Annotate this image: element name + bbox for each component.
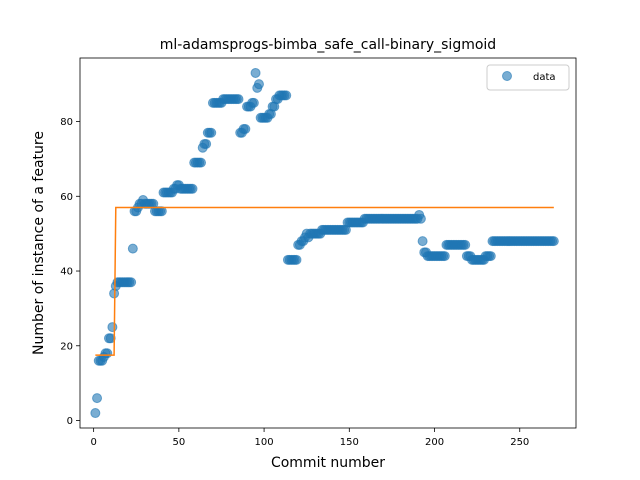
fit-line [95, 206, 554, 356]
data-point [460, 239, 471, 250]
data-point [291, 254, 302, 265]
plot-area [79, 57, 577, 429]
legend-label-data: data [533, 72, 556, 83]
data-point [92, 393, 103, 404]
data-point [127, 243, 138, 254]
y-tick-label: 0 [67, 416, 73, 427]
x-tick-label: 0 [90, 437, 96, 448]
x-tick-label: 150 [340, 437, 359, 448]
data-point [102, 348, 113, 359]
data-point [548, 236, 559, 247]
legend-marker-data [502, 71, 512, 81]
y-tick-label: 20 [60, 341, 73, 352]
x-tick-label: 50 [172, 437, 185, 448]
data-point [417, 236, 428, 247]
data-point [187, 183, 198, 194]
data-point [105, 333, 116, 344]
data-point [206, 127, 217, 138]
data-point [485, 251, 496, 262]
data-point [240, 124, 251, 135]
data-point [156, 206, 167, 217]
y-axis-ticks: 0 20 40 60 80 [60, 117, 80, 427]
data-point [248, 97, 259, 108]
x-axis-label: Commit number [271, 455, 385, 471]
x-tick-label: 100 [255, 437, 274, 448]
x-axis-ticks: 0 50 100 150 200 250 [90, 428, 529, 448]
y-axis-label: Number of instance of a feature [31, 131, 47, 355]
chart-title: ml-adamsprogs-bimba_safe_call-binary_sig… [160, 37, 496, 53]
fit-line-layer [95, 206, 554, 356]
y-tick-label: 40 [60, 267, 73, 278]
data-point [253, 79, 264, 90]
data-point [281, 90, 292, 101]
data-point [201, 138, 212, 149]
data-point [126, 277, 137, 288]
data-point [90, 408, 101, 419]
x-tick-label: 200 [425, 437, 444, 448]
data-point [233, 94, 244, 105]
legend: data [486, 64, 570, 91]
data-point [439, 251, 450, 262]
data-point [107, 322, 118, 333]
legend-box [486, 64, 570, 91]
y-tick-label: 80 [60, 117, 73, 128]
data-point [415, 213, 426, 224]
y-tick-label: 60 [60, 192, 73, 203]
data-point [196, 157, 207, 168]
x-tick-label: 250 [510, 437, 529, 448]
data-point [250, 67, 261, 78]
